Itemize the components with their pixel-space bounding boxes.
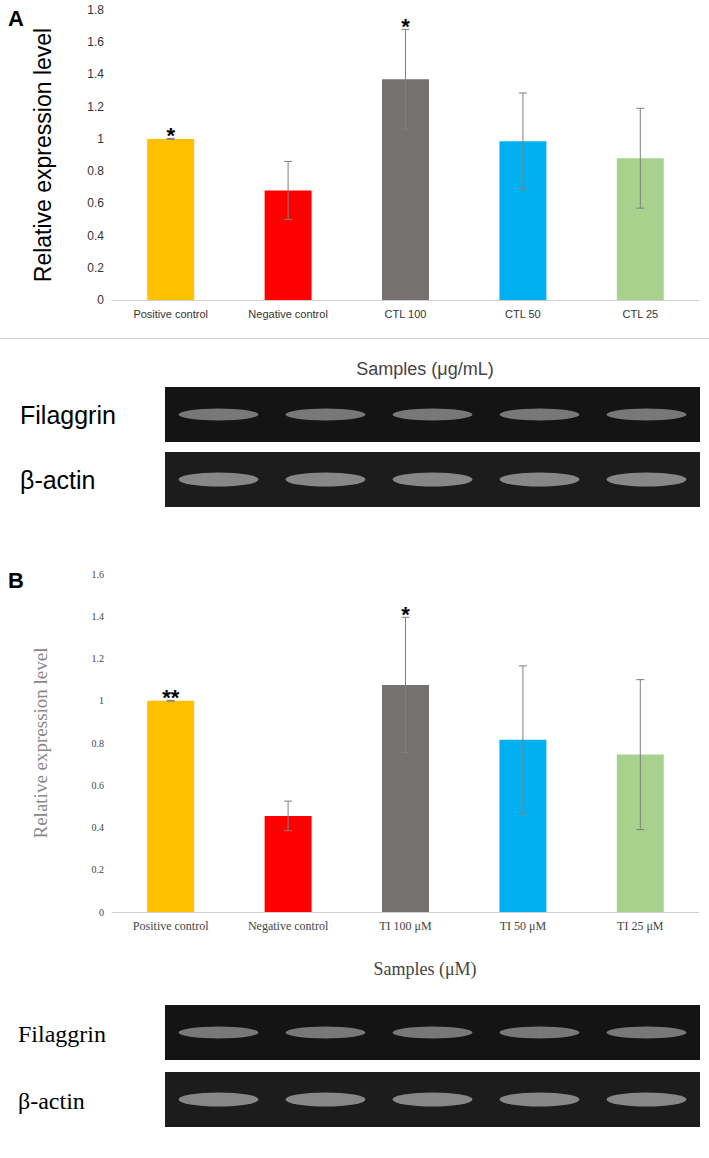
svg-text:β-actin: β-actin	[20, 466, 96, 494]
svg-text:Relative expression level: Relative expression level	[30, 28, 56, 282]
svg-text:1.4: 1.4	[87, 67, 104, 81]
svg-text:Negative control: Negative control	[248, 919, 329, 933]
svg-text:0.4: 0.4	[87, 229, 104, 243]
svg-text:0: 0	[99, 907, 104, 918]
svg-text:Relative expression level: Relative expression level	[30, 648, 51, 839]
svg-text:0.8: 0.8	[87, 164, 104, 178]
svg-text:CTL 100: CTL 100	[385, 308, 427, 320]
svg-text:Positive control: Positive control	[133, 919, 209, 933]
svg-text:1.6: 1.6	[92, 569, 105, 580]
svg-text:Positive control: Positive control	[133, 308, 208, 320]
svg-text:1.4: 1.4	[92, 611, 105, 622]
svg-text:0.4: 0.4	[92, 822, 105, 833]
svg-text:**: **	[162, 685, 180, 710]
svg-text:*: *	[401, 14, 410, 39]
svg-text:1: 1	[97, 132, 104, 146]
svg-text:Samples (μg/mL): Samples (μg/mL)	[356, 359, 493, 379]
svg-text:0.2: 0.2	[87, 261, 104, 275]
svg-text:*: *	[166, 123, 175, 148]
svg-text:1.6: 1.6	[87, 35, 104, 49]
svg-text:CTL 50: CTL 50	[505, 308, 541, 320]
svg-text:0.6: 0.6	[87, 196, 104, 210]
svg-text:β-actin: β-actin	[18, 1088, 85, 1114]
svg-text:TI 50 μM: TI 50 μM	[500, 919, 547, 933]
svg-text:1.8: 1.8	[87, 3, 104, 17]
svg-text:0.2: 0.2	[92, 864, 105, 875]
svg-text:Negative control: Negative control	[248, 308, 328, 320]
svg-text:CTL 25: CTL 25	[622, 308, 658, 320]
svg-text:0.8: 0.8	[92, 738, 105, 749]
svg-text:1.2: 1.2	[87, 100, 104, 114]
svg-text:0.6: 0.6	[92, 780, 105, 791]
html-text:B: B	[8, 568, 24, 593]
svg-text:TI 25 μM: TI 25 μM	[617, 919, 664, 933]
svg-text:*: *	[401, 602, 410, 627]
svg-text:TI 100 μM: TI 100 μM	[379, 919, 432, 933]
svg-text:1.2: 1.2	[92, 653, 105, 664]
svg-text:Filaggrin: Filaggrin	[18, 1021, 106, 1047]
html-text:A: A	[8, 6, 24, 31]
svg-text:1: 1	[99, 695, 104, 706]
svg-text:Filaggrin: Filaggrin	[20, 401, 116, 429]
svg-text:0: 0	[97, 293, 104, 307]
svg-text:Samples (μM): Samples (μM)	[373, 959, 476, 980]
